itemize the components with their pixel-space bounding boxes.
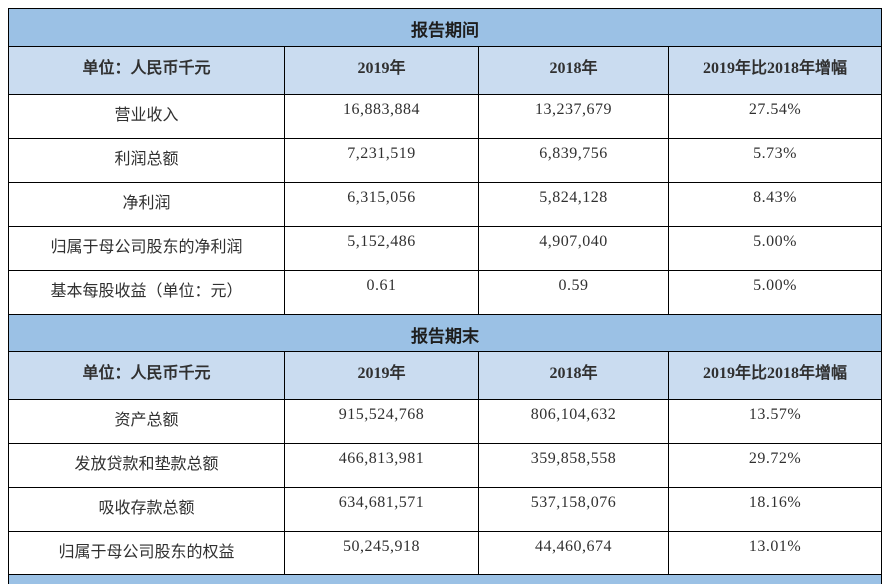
change-cell: 29.72% <box>668 444 881 487</box>
value-2018-cell: 806,104,632 <box>478 400 668 443</box>
column-header-change: 2019年比2018年增幅 <box>668 352 881 399</box>
change-cell: 5.00% <box>668 271 881 314</box>
header-row-period-end: 单位：人民币千元 2019年 2018年 2019年比2018年增幅 <box>9 351 881 399</box>
table-row-total-profit: 利润总额 7,231,519 6,839,756 5.73% <box>9 138 881 182</box>
value-2019-cell: 634,681,571 <box>284 488 478 531</box>
column-header-change: 2019年比2018年增幅 <box>668 47 881 94</box>
change-cell: 5.00% <box>668 227 881 270</box>
value-2018-cell: 537,158,076 <box>478 488 668 531</box>
change-cell: 5.73% <box>668 139 881 182</box>
change-cell: 18.16% <box>668 488 881 531</box>
value-2019-cell: 466,813,981 <box>284 444 478 487</box>
table-row-total-loans: 发放贷款和垫款总额 466,813,981 359,858,558 29.72% <box>9 443 881 487</box>
section-band-period-end: 报告期末 <box>9 314 881 351</box>
table-row-basic-eps: 基本每股收益（单位：元） 0.61 0.59 5.00% <box>9 270 881 314</box>
section-band-reporting-period: 报告期间 <box>9 9 881 46</box>
header-row-period: 单位：人民币千元 2019年 2018年 2019年比2018年增幅 <box>9 46 881 94</box>
change-cell: 13.01% <box>668 532 881 575</box>
value-2018-cell: 44,460,674 <box>478 532 668 575</box>
table-row-net-profit: 净利润 6,315,056 5,824,128 8.43% <box>9 182 881 226</box>
table-row-net-profit-parent: 归属于母公司股东的净利润 5,152,486 4,907,040 5.00% <box>9 226 881 270</box>
value-2019-cell: 50,245,918 <box>284 532 478 575</box>
table-row-operating-income: 营业收入 16,883,884 13,237,679 27.54% <box>9 94 881 138</box>
table-row-equity-parent: 归属于母公司股东的权益 50,245,918 44,460,674 13.01% <box>9 531 881 575</box>
value-2018-cell: 0.59 <box>478 271 668 314</box>
value-2018-cell: 5,824,128 <box>478 183 668 226</box>
table-row-total-deposits: 吸收存款总额 634,681,571 537,158,076 18.16% <box>9 487 881 531</box>
column-header-2018: 2018年 <box>478 352 668 399</box>
row-label-cell: 利润总额 <box>114 151 179 168</box>
row-label-cell: 净利润 <box>122 195 171 212</box>
financial-summary-table: 报告期间 单位：人民币千元 2019年 2018年 2019年比2018年增幅 … <box>8 8 882 576</box>
row-label-cell: 资产总额 <box>114 412 179 429</box>
value-2019-cell: 6,315,056 <box>284 183 478 226</box>
value-2019-cell: 16,883,884 <box>284 95 478 138</box>
value-2019-cell: 5,152,486 <box>284 227 478 270</box>
table-row-total-assets: 资产总额 915,524,768 806,104,632 13.57% <box>9 399 881 443</box>
change-cell: 27.54% <box>668 95 881 138</box>
row-label-cell: 发放贷款和垫款总额 <box>74 456 219 473</box>
value-2018-cell: 4,907,040 <box>478 227 668 270</box>
column-header-unit: 单位：人民币千元 <box>82 60 211 77</box>
row-label-cell: 归属于母公司股东的权益 <box>58 544 235 561</box>
value-2019-cell: 915,524,768 <box>284 400 478 443</box>
column-header-2018: 2018年 <box>478 47 668 94</box>
column-header-unit: 单位：人民币千元 <box>82 365 211 382</box>
value-2019-cell: 0.61 <box>284 271 478 314</box>
column-header-2019: 2019年 <box>284 47 478 94</box>
value-2018-cell: 6,839,756 <box>478 139 668 182</box>
change-cell: 8.43% <box>668 183 881 226</box>
column-header-2019: 2019年 <box>284 352 478 399</box>
row-label-cell: 基本每股收益（单位：元） <box>50 283 243 300</box>
row-label-cell: 归属于母公司股东的净利润 <box>50 239 243 256</box>
row-label-cell: 吸收存款总额 <box>98 500 195 517</box>
value-2018-cell: 359,858,558 <box>478 444 668 487</box>
row-label-cell: 营业收入 <box>114 107 179 124</box>
section-band-truncated <box>8 574 882 584</box>
value-2019-cell: 7,231,519 <box>284 139 478 182</box>
change-cell: 13.57% <box>668 400 881 443</box>
value-2018-cell: 13,237,679 <box>478 95 668 138</box>
